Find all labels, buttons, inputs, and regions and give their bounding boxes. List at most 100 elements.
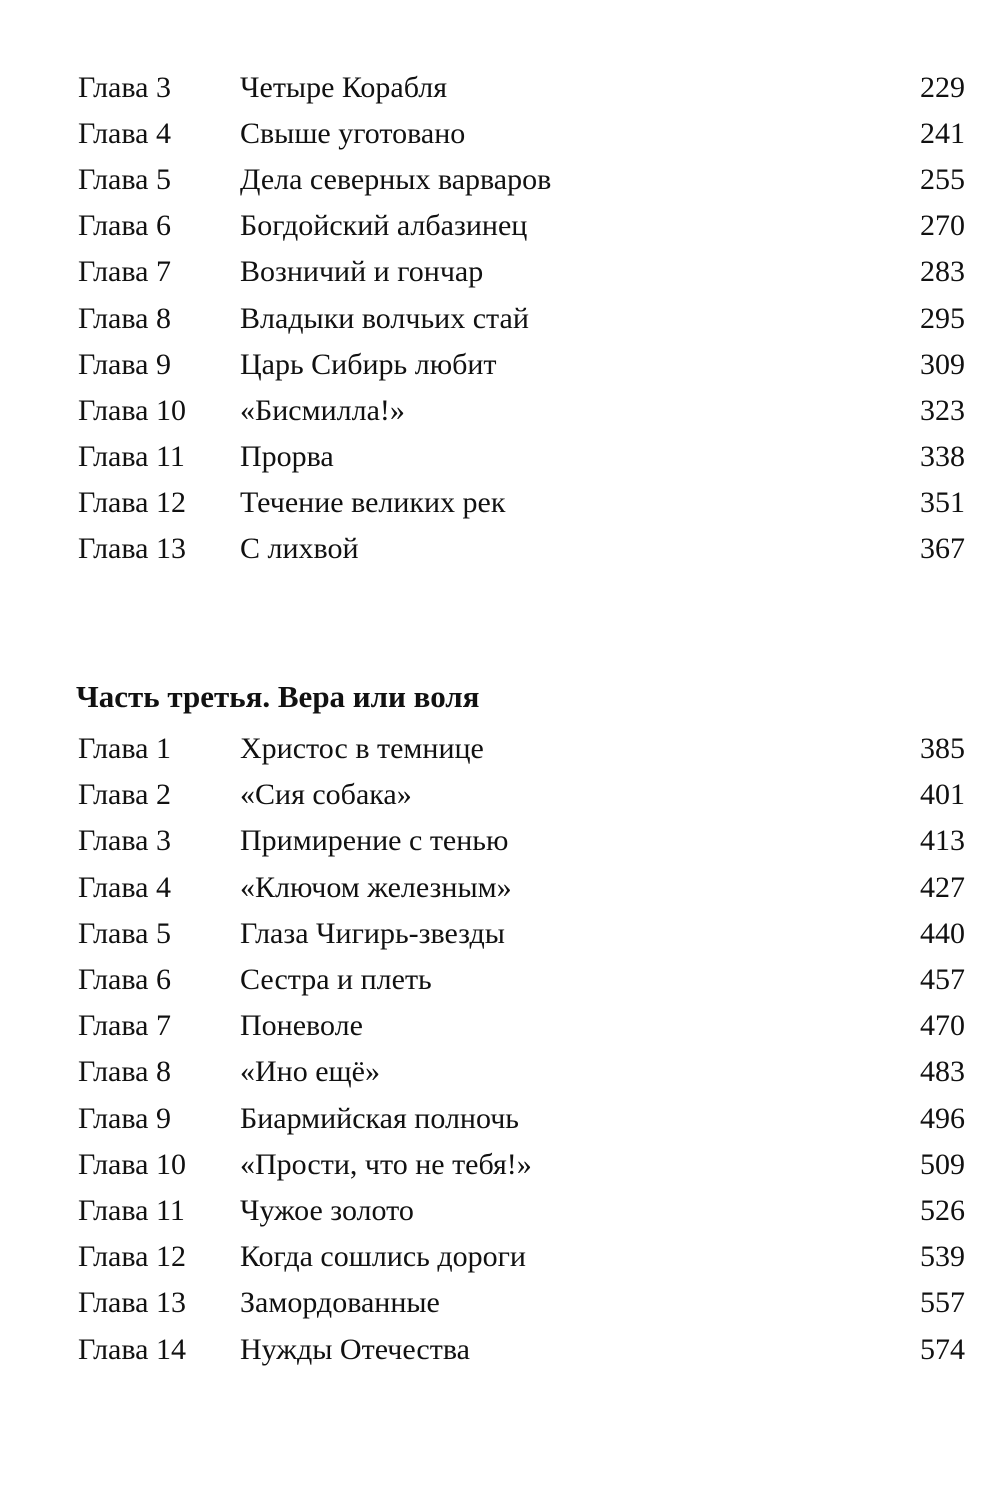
chapter-title: Дела северных варваров bbox=[240, 163, 552, 197]
toc-entry: Глава 6 Сестра и плеть 457 bbox=[0, 957, 1000, 1003]
page-number: 401 bbox=[920, 778, 965, 812]
page-number: 470 bbox=[920, 1009, 965, 1043]
toc-entry: Глава 11 Прорва 338 bbox=[0, 434, 1000, 480]
chapter-label: Глава 10 bbox=[78, 1147, 186, 1181]
page-number: 323 bbox=[920, 393, 965, 427]
page-number: 270 bbox=[920, 209, 965, 243]
chapter-title: Четыре Корабля bbox=[240, 71, 448, 104]
toc-entry: Глава 14 Нужды Отечества 574 bbox=[0, 1327, 1000, 1373]
chapter-label: Глава 7 bbox=[78, 1009, 171, 1043]
chapter-label: Глава 3 bbox=[78, 71, 171, 104]
toc-entry: Глава 13 С лихвой 367 bbox=[0, 526, 1000, 572]
chapter-label: Глава 2 bbox=[78, 778, 171, 812]
toc-entry: Глава 12 Когда сошлись дороги 539 bbox=[0, 1234, 1000, 1280]
toc-entry: Глава 4 «Ключом железным» 427 bbox=[0, 865, 1000, 911]
toc-entry: Глава 6 Богдойский албазинец 270 bbox=[0, 203, 1000, 249]
chapter-title: С лихвой bbox=[240, 532, 359, 565]
page-number: 229 bbox=[920, 71, 965, 104]
page-number: 557 bbox=[920, 1286, 965, 1320]
page-number: 574 bbox=[920, 1332, 965, 1366]
chapter-title: «Ино ещё» bbox=[240, 1055, 380, 1089]
toc-entry: Глава 10 «Прости, что не тебя!» 509 bbox=[0, 1142, 1000, 1188]
chapter-label: Глава 9 bbox=[78, 1101, 171, 1135]
toc-entry: Глава 13 Замордованные 557 bbox=[0, 1280, 1000, 1326]
chapter-label: Глава 5 bbox=[78, 916, 171, 950]
chapter-title: Чужое золото bbox=[240, 1194, 414, 1227]
chapter-label: Глава 12 bbox=[78, 1240, 186, 1274]
toc-entry: Глава 1 Христос в темнице 385 bbox=[0, 726, 1000, 772]
page-number: 385 bbox=[920, 732, 965, 765]
chapter-label: Глава 6 bbox=[78, 209, 171, 243]
chapter-label: Глава 11 bbox=[78, 1194, 185, 1227]
chapter-label: Глава 13 bbox=[78, 1286, 186, 1320]
chapter-title: «Прости, что не тебя!» bbox=[240, 1147, 532, 1181]
chapter-label: Глава 4 bbox=[78, 117, 171, 151]
chapter-label: Глава 3 bbox=[78, 824, 171, 858]
page-number: 338 bbox=[920, 439, 965, 473]
toc-entry: Глава 5 Глаза Чигирь-звезды 440 bbox=[0, 911, 1000, 957]
chapter-title: «Ключом железным» bbox=[240, 870, 512, 904]
page-number: 509 bbox=[920, 1147, 965, 1181]
page-number: 413 bbox=[920, 824, 965, 858]
chapter-title: «Бисмилла!» bbox=[240, 393, 405, 427]
chapter-title: Течение великих рек bbox=[240, 485, 506, 519]
chapter-label: Глава 4 bbox=[78, 870, 171, 904]
chapter-label: Глава 10 bbox=[78, 393, 186, 427]
chapter-title: Христос в темнице bbox=[240, 732, 484, 765]
chapter-title: Возничий и гончар bbox=[240, 255, 484, 289]
chapter-title: Нужды Отечества bbox=[240, 1332, 470, 1366]
chapter-title: Сестра и плеть bbox=[240, 963, 432, 996]
chapter-title: Когда сошлись дороги bbox=[240, 1240, 526, 1274]
chapter-title: Свыше уготовано bbox=[240, 117, 466, 151]
page-number: 496 bbox=[920, 1101, 965, 1135]
chapter-label: Глава 9 bbox=[78, 347, 171, 381]
toc-entry: Глава 9 Биармийская полночь 496 bbox=[0, 1096, 1000, 1142]
toc-entry: Глава 8 Владыки волчьих стай 295 bbox=[0, 296, 1000, 342]
chapter-label: Глава 14 bbox=[78, 1332, 186, 1366]
chapter-label: Глава 7 bbox=[78, 255, 171, 289]
page-number: 255 bbox=[920, 163, 965, 197]
page-number: 526 bbox=[920, 1194, 965, 1227]
toc-entry: Глава 3 Четыре Корабля 229 bbox=[0, 65, 1000, 111]
page-number: 351 bbox=[920, 485, 965, 519]
chapter-label: Глава 6 bbox=[78, 963, 171, 996]
chapter-title: Глаза Чигирь-звезды bbox=[240, 916, 505, 950]
chapter-title: Примирение с тенью bbox=[240, 824, 509, 858]
toc-entry: Глава 11 Чужое золото 526 bbox=[0, 1188, 1000, 1234]
toc-entry: Глава 5 Дела северных варваров 255 bbox=[0, 157, 1000, 203]
page-number: 367 bbox=[920, 532, 965, 565]
chapter-title: Царь Сибирь любит bbox=[240, 347, 497, 381]
page-number: 241 bbox=[920, 117, 965, 151]
chapter-label: Глава 13 bbox=[78, 532, 186, 565]
toc-entry: Глава 10 «Бисмилла!» 323 bbox=[0, 388, 1000, 434]
chapter-title: Биармийская полночь bbox=[240, 1101, 519, 1135]
section-heading: Часть третья. Вера или воля bbox=[76, 679, 480, 714]
toc-entry: Глава 9 Царь Сибирь любит 309 bbox=[0, 342, 1000, 388]
chapter-label: Глава 1 bbox=[78, 732, 171, 765]
page-number: 483 bbox=[920, 1055, 965, 1089]
toc-entry: Глава 4 Свыше уготовано 241 bbox=[0, 111, 1000, 157]
toc-entry: Глава 8 «Ино ещё» 483 bbox=[0, 1049, 1000, 1095]
page-number: 295 bbox=[920, 301, 965, 335]
toc-entry: Глава 12 Течение великих рек 351 bbox=[0, 480, 1000, 526]
chapter-title: Богдойский албазинец bbox=[240, 209, 528, 243]
page-number: 440 bbox=[920, 916, 965, 950]
toc-entry: Глава 7 Поневоле 470 bbox=[0, 1003, 1000, 1049]
page-number: 283 bbox=[920, 255, 965, 289]
toc-entry: Глава 3 Примирение с тенью 413 bbox=[0, 818, 1000, 864]
toc-entry: Глава 7 Возничий и гончар 283 bbox=[0, 249, 1000, 295]
page-number: 309 bbox=[920, 347, 965, 381]
chapter-label: Глава 5 bbox=[78, 163, 171, 197]
chapter-title: Прорва bbox=[240, 439, 334, 473]
chapter-title: Владыки волчьих стай bbox=[240, 301, 529, 335]
chapter-title: «Сия собака» bbox=[240, 778, 412, 812]
chapter-label: Глава 11 bbox=[78, 439, 185, 473]
chapter-title: Поневоле bbox=[240, 1009, 363, 1043]
toc-entry: Глава 2 «Сия собака» 401 bbox=[0, 772, 1000, 818]
chapter-title: Замордованные bbox=[240, 1286, 440, 1320]
chapter-label: Глава 12 bbox=[78, 485, 186, 519]
chapter-label: Глава 8 bbox=[78, 1055, 171, 1089]
chapter-label: Глава 8 bbox=[78, 301, 171, 335]
page-number: 539 bbox=[920, 1240, 965, 1274]
page-number: 427 bbox=[920, 870, 965, 904]
